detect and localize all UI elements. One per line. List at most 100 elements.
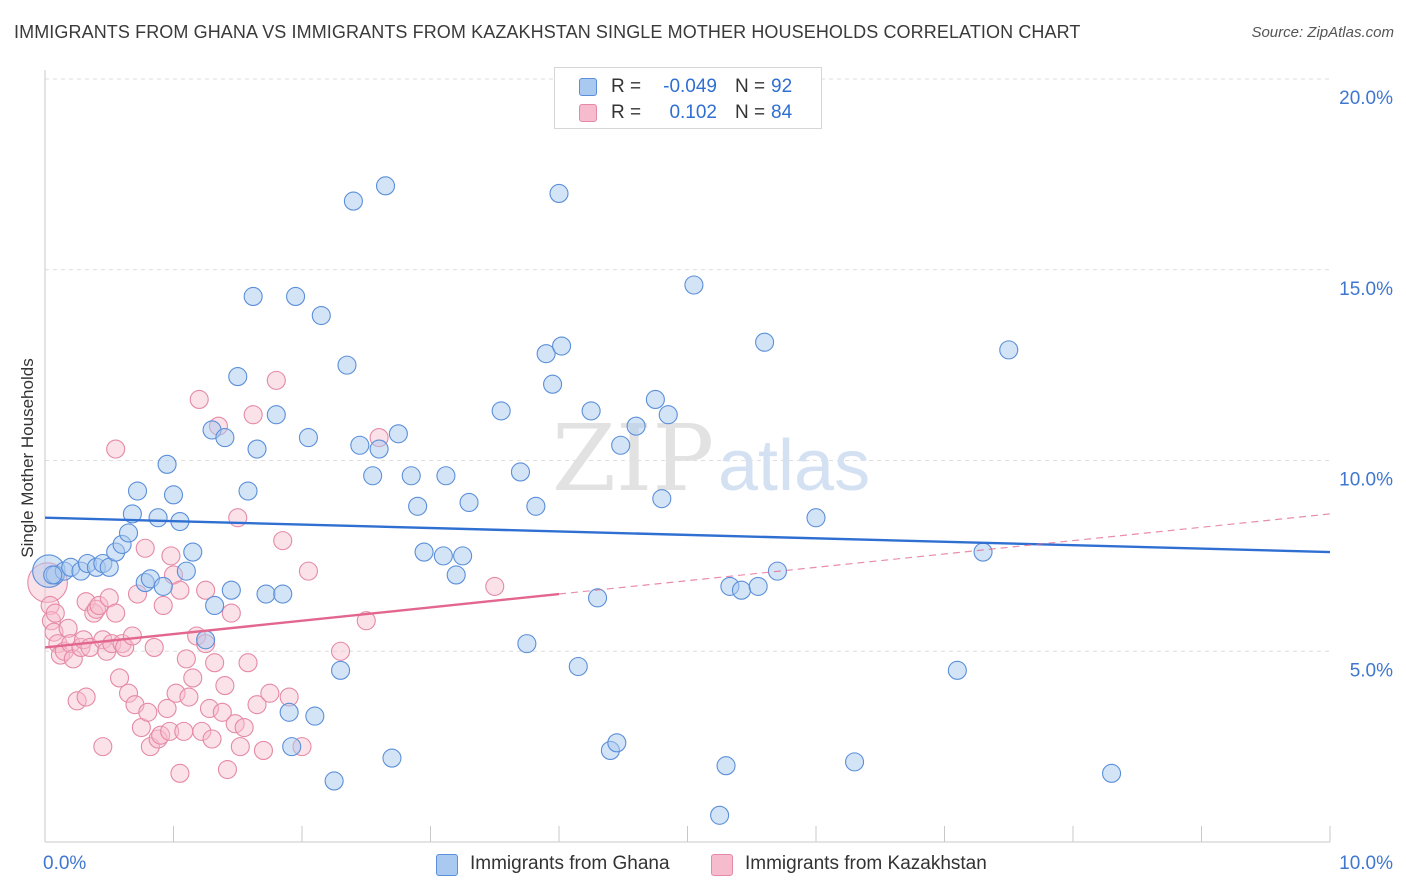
bottom-legend-swatch-kazakhstan (711, 854, 733, 876)
kazakhstan-point (139, 703, 157, 721)
kazakhstan-points (28, 371, 504, 782)
bottom-legend-label-kazakhstan: Immigrants from Kazakhstan (745, 853, 987, 875)
legend-r-value: -0.049 (641, 76, 717, 98)
kazakhstan-point (203, 730, 221, 748)
ghana-point (129, 482, 147, 500)
ghana-point (807, 509, 825, 527)
ghana-point (306, 707, 324, 725)
legend-n-label: N = (735, 76, 765, 98)
trend-lines (45, 514, 1330, 648)
kazakhstan-point (235, 719, 253, 737)
kazakhstan-point (46, 604, 64, 622)
ghana-point (544, 375, 562, 393)
kazakhstan-trend-extension (559, 514, 1330, 594)
kazakhstan-point (239, 654, 257, 672)
ghana-point (389, 425, 407, 443)
kazakhstan-point (154, 596, 172, 614)
ghana-point (222, 581, 240, 599)
ghana-point (283, 738, 301, 756)
ghana-point (351, 436, 369, 454)
kazakhstan-point (244, 406, 262, 424)
ghana-point (589, 589, 607, 607)
ghana-trend-line (45, 518, 1330, 552)
ghana-point (415, 543, 433, 561)
kazakhstan-point (180, 688, 198, 706)
kazakhstan-point (206, 654, 224, 672)
kazakhstan-point (162, 547, 180, 565)
y-tick-label: 5.0% (1350, 660, 1393, 681)
kazakhstan-point (254, 741, 272, 759)
ghana-point (344, 192, 362, 210)
ghana-point (280, 703, 298, 721)
ghana-point (154, 577, 172, 595)
ghana-point (338, 356, 356, 374)
ghana-point (582, 402, 600, 420)
legend-r-label: R = (611, 76, 641, 98)
kazakhstan-point (274, 532, 292, 550)
ghana-point (608, 734, 626, 752)
kazakhstan-trend-line (45, 594, 559, 647)
stats-legend: R = -0.049 N = 92 R = 0.102 N = 84 (554, 67, 822, 129)
ghana-point (206, 596, 224, 614)
kazakhstan-point (332, 642, 350, 660)
bottom-legend-swatch-ghana (436, 854, 458, 876)
ghana-point (518, 635, 536, 653)
ghana-point (437, 467, 455, 485)
ghana-point (216, 429, 234, 447)
ghana-point (612, 436, 630, 454)
ghana-point (257, 585, 275, 603)
kazakhstan-point (190, 390, 208, 408)
ghana-point (553, 337, 571, 355)
ghana-point (409, 497, 427, 515)
ghana-point (756, 333, 774, 351)
watermark-atlas: atlas (718, 426, 870, 506)
kazakhstan-point (222, 604, 240, 622)
kazakhstan-point (136, 539, 154, 557)
ghana-point (627, 417, 645, 435)
ghana-point (332, 661, 350, 679)
x-tick-label: 0.0% (43, 853, 86, 874)
kazakhstan-point (171, 764, 189, 782)
y-tick-label: 15.0% (1339, 279, 1393, 300)
ghana-point (974, 543, 992, 561)
ghana-point (165, 486, 183, 504)
kazakhstan-point (175, 722, 193, 740)
y-tick-label: 20.0% (1339, 88, 1393, 109)
ghana-point (492, 402, 510, 420)
legend-r-label: R = (611, 102, 641, 124)
ghana-point (299, 429, 317, 447)
ghana-point (184, 543, 202, 561)
ghana-point (402, 467, 420, 485)
kazakhstan-point (145, 638, 163, 656)
ghana-point (287, 287, 305, 305)
legend-r-value: 0.102 (641, 102, 717, 124)
ghana-point (1103, 764, 1121, 782)
y-axis-title: Single Mother Households (18, 358, 38, 557)
legend-swatch-kazakhstan (579, 104, 597, 122)
kazakhstan-point (486, 577, 504, 595)
ghana-point (711, 806, 729, 824)
ghana-point (383, 749, 401, 767)
watermark: ZIP atlas (552, 405, 870, 512)
kazakhstan-point (94, 738, 112, 756)
ghana-point (749, 577, 767, 595)
ghana-point (454, 547, 472, 565)
ghana-point (550, 184, 568, 202)
kazakhstan-point (184, 669, 202, 687)
ghana-point (447, 566, 465, 584)
kazakhstan-point (107, 440, 125, 458)
ghana-point (732, 581, 750, 599)
scatter-chart: ZIP atlas 5.0%10.0%15.0%20.0% 0.0% 10.0% (0, 0, 1406, 892)
x-tick-label: 10.0% (1339, 853, 1393, 874)
kazakhstan-point (299, 562, 317, 580)
ghana-point (370, 440, 388, 458)
ghana-point (239, 482, 257, 500)
kazakhstan-point (267, 371, 285, 389)
ghana-point (377, 177, 395, 195)
kazakhstan-point (261, 684, 279, 702)
y-tick-labels: 5.0% 10.0% 15.0% 20.0% (1339, 88, 1393, 681)
ghana-point (274, 585, 292, 603)
kazakhstan-point (218, 761, 236, 779)
kazakhstan-point (231, 738, 249, 756)
ghana-point (44, 566, 62, 584)
